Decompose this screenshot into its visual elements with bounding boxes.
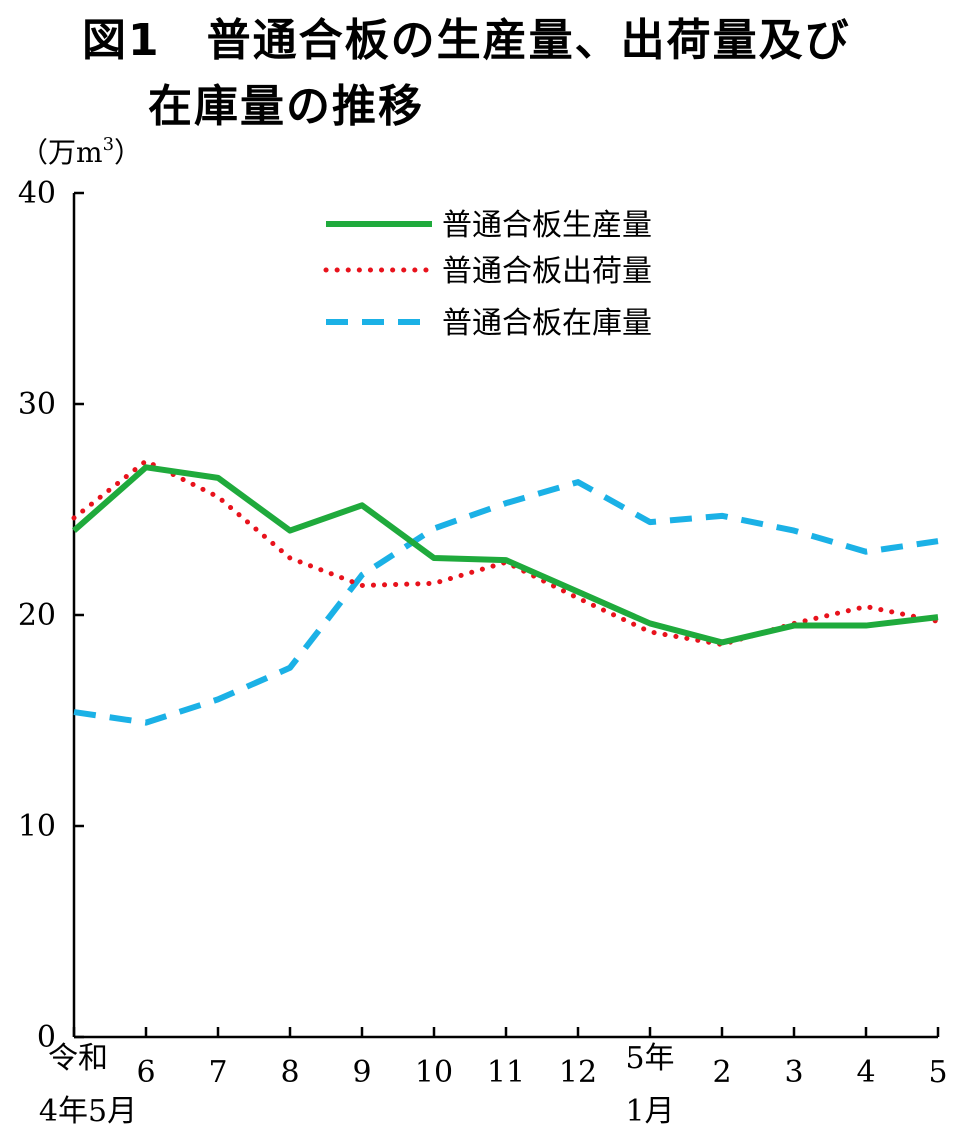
legend-label-2: 普通合板出荷量 [442,254,652,289]
x-tick-label: 令和 [48,1041,108,1076]
chart-title-line1: 図1 普通合板の生産量、出荷量及び [82,15,851,66]
x-tick-label: 5 [928,1055,947,1090]
chart-axes: 0 10 20 30 40 令和 4年5月 6 7 8 9 10 11 12 5年 1月 2 3 4 5 [18,176,948,1129]
series-line-1 [72,464,939,646]
series-line-2 [71,458,941,648]
x-tick-label: 9 [352,1055,371,1090]
x-tick-label: 4 [856,1055,875,1090]
x-tick-label: 10 [415,1055,453,1090]
x-tick-label: 6 [136,1055,155,1090]
legend-label-3: 普通合板在庫量 [442,306,652,341]
y-unit-label: （万m3） [20,134,142,169]
chart-title: 図1 普通合板の生産量、出荷量及び 在庫量の推移 [82,8,851,140]
x-tick-label: 7 [208,1055,227,1090]
x-tick-label: 5年 [625,1041,674,1076]
chart-title-line2: 在庫量の推移 [148,81,424,132]
y-tick-label: 10 [18,809,56,844]
chart-series [71,458,941,726]
x-tick-label-sub: 1月 [625,1094,674,1129]
legend-label-1: 普通合板生産量 [442,208,652,243]
x-tick-label-sub: 4年5月 [39,1094,137,1129]
x-tick-label: 2 [712,1055,731,1090]
series-line-3 [73,479,939,726]
x-tick-label: 12 [559,1055,597,1090]
x-tick-label: 8 [280,1055,299,1090]
y-tick-label: 40 [18,176,56,211]
y-tick-label: 20 [18,598,56,633]
y-tick-label: 30 [18,387,56,422]
x-tick-label: 11 [487,1055,525,1090]
y-tick-label: 0 [37,1020,56,1055]
x-tick-label: 3 [784,1055,803,1090]
